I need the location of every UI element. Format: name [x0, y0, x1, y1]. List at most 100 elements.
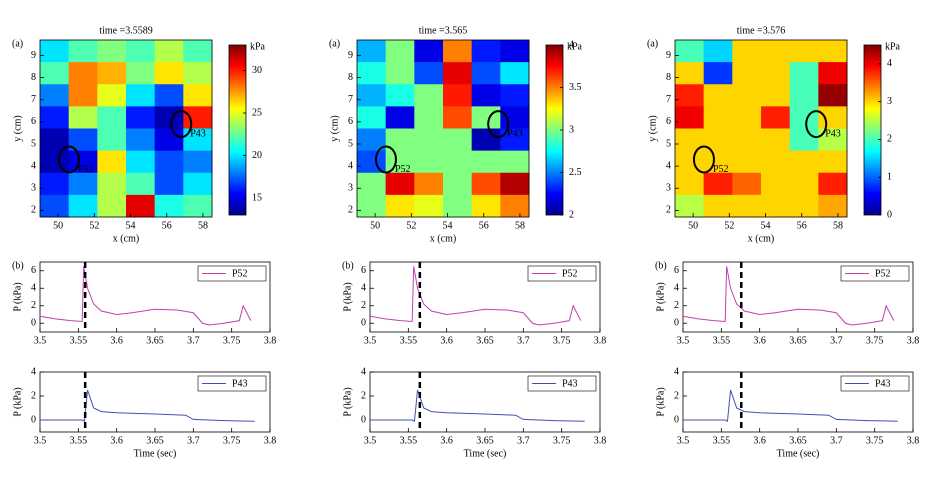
y-tick-label: 5	[31, 138, 36, 149]
contour-cell	[68, 106, 98, 129]
colorbar-tick-label: 0	[887, 209, 892, 220]
contour-cell	[471, 106, 501, 129]
x-tick-label: 52	[89, 220, 99, 231]
contour-cell	[126, 62, 156, 85]
y-tick-label: 2	[361, 390, 366, 401]
contour-cell	[97, 84, 127, 107]
x-tick-label: 3.5	[364, 435, 377, 446]
y-tick-label: 5	[666, 138, 671, 149]
legend-label: P52	[875, 268, 891, 279]
y-axis-label: P (kPa)	[12, 282, 23, 311]
series-line	[369, 266, 582, 326]
legend-box	[197, 375, 267, 392]
contour-cell	[183, 150, 213, 174]
x-axis-label: x (cm)	[430, 233, 456, 244]
y-tick-label: 0	[361, 414, 366, 425]
contour-cell	[818, 106, 848, 129]
sensor-circle	[170, 110, 193, 139]
contour-cell	[443, 106, 473, 129]
contour-cell	[443, 172, 473, 196]
contour-cell	[443, 128, 473, 152]
legend-label: P43	[875, 378, 891, 389]
x-tick-label: 3.7	[187, 435, 200, 446]
contour-cell	[126, 194, 156, 218]
contour-cell	[357, 62, 387, 85]
contour-cell	[761, 172, 791, 196]
contour-cell	[183, 84, 213, 107]
colorbar-tick-label: 2	[569, 209, 574, 220]
contour-cell	[443, 150, 473, 174]
x-tick-label: 3.75	[866, 335, 884, 346]
contour-cell	[40, 194, 70, 218]
contour-cell	[183, 106, 213, 129]
contour-cell	[500, 84, 530, 107]
colorbar-label: kPa	[885, 41, 901, 52]
contour-cell	[732, 106, 762, 129]
x-tick-label: 3.8	[264, 335, 277, 346]
chart-title: time =3.5589	[99, 25, 152, 36]
y-tick-label: 6	[348, 116, 353, 127]
contour-cell	[357, 194, 387, 218]
contour-cell	[154, 62, 184, 85]
x-tick-label: 3.7	[517, 335, 530, 346]
contour-cell	[732, 62, 762, 85]
contour-cell	[97, 172, 127, 196]
panel-label: (a)	[12, 38, 23, 49]
series-line	[682, 266, 895, 326]
contour-cell	[675, 84, 705, 107]
y-tick-label: 6	[31, 265, 36, 276]
contour-cell	[154, 194, 184, 218]
x-tick-label: 3.65	[476, 335, 494, 346]
contour-cell	[818, 172, 848, 196]
x-tick-label: 3.5	[677, 435, 690, 446]
contour-cell	[68, 172, 98, 196]
contour-cell	[500, 40, 530, 63]
colorbar-tick-label: 4	[569, 39, 574, 50]
plot-frame	[674, 39, 848, 218]
x-tick-label: 52	[406, 220, 416, 231]
contour-cell	[818, 150, 848, 174]
contour-cell	[414, 40, 444, 63]
contour-cell	[414, 172, 444, 196]
plot-frame	[39, 39, 213, 218]
y-tick-label: 2	[666, 205, 671, 216]
colorbar-tick-label: 15	[252, 192, 262, 203]
x-tick-label: 3.65	[146, 335, 164, 346]
x-tick-label: 3.75	[553, 435, 571, 446]
contour-cell	[675, 172, 705, 196]
y-tick-label: 4	[674, 283, 679, 294]
x-tick-label: 56	[162, 220, 172, 231]
y-tick-label: 6	[666, 116, 671, 127]
contour-cell	[443, 40, 473, 63]
contour-cell	[414, 150, 444, 174]
contour-cell	[357, 40, 387, 63]
contour-cell	[761, 40, 791, 63]
sensor-label: P43	[190, 128, 206, 139]
y-tick-label: 4	[31, 283, 36, 294]
y-tick-label: 6	[361, 265, 366, 276]
sensor-label: P52	[713, 164, 729, 175]
contour-cell	[500, 150, 530, 174]
colorbar-tick-label: 3	[569, 124, 574, 135]
series-line	[40, 389, 255, 422]
contour-cell	[471, 40, 501, 63]
y-tick-label: 2	[31, 300, 36, 311]
contour-cell	[818, 62, 848, 85]
x-tick-label: 56	[797, 220, 807, 231]
contour-cell	[40, 84, 70, 107]
contour-cell	[154, 150, 184, 174]
x-tick-label: 3.8	[907, 435, 920, 446]
y-tick-label: 8	[31, 72, 36, 83]
legend-box	[197, 265, 267, 282]
contour-cell	[385, 106, 415, 129]
contour-cell	[97, 62, 127, 85]
contour-cell	[40, 40, 70, 63]
sensor-circle	[57, 145, 80, 174]
x-tick-label: 3.55	[400, 435, 418, 446]
x-tick-label: 3.8	[264, 435, 277, 446]
contour-cell	[154, 128, 184, 152]
contour-cell	[789, 40, 819, 63]
contour-cell	[500, 172, 530, 196]
colorbar	[228, 44, 247, 216]
x-tick-label: 3.7	[830, 335, 843, 346]
